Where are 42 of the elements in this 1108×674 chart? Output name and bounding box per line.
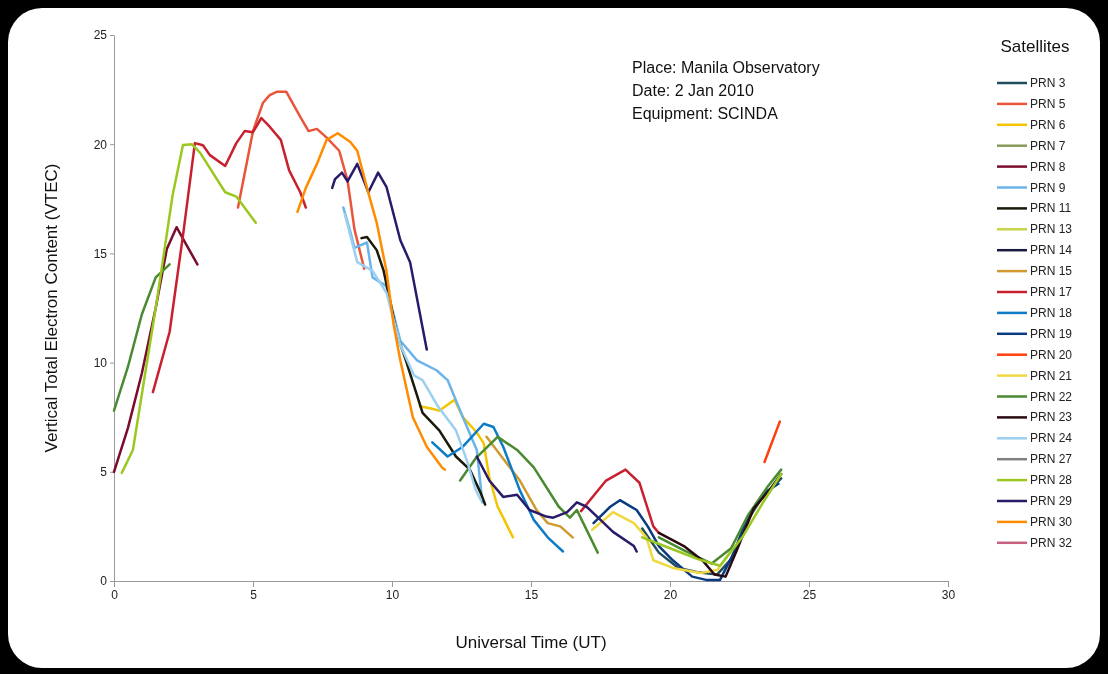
x-tick-label: 5 [250,587,258,602]
x-axis-title: Universal Time (UT) [455,633,607,652]
legend-label: PRN 32 [1030,535,1073,550]
legend-label: PRN 22 [1030,389,1073,404]
legend-label: PRN 30 [1030,514,1073,529]
y-tick-label: 25 [93,28,108,43]
legend-label: PRN 3 [1030,76,1066,90]
legend-label: PRN 8 [1030,159,1066,174]
legend-title: Satellites [1000,37,1070,56]
legend-label: PRN 15 [1030,264,1073,279]
annotation: Date: 2 Jan 2010 [632,82,754,99]
annotation: Equipment: SCINDA [632,105,779,122]
y-tick-label: 0 [100,574,108,589]
y-tick-label: 15 [93,246,108,261]
legend-label: PRN 27 [1030,452,1073,467]
legend-label: PRN 6 [1030,117,1066,132]
y-tick-label: 20 [93,137,108,152]
x-tick-label: 30 [941,587,956,602]
x-tick-label: 0 [111,587,119,602]
legend-label: PRN 20 [1030,347,1073,362]
legend-label: PRN 23 [1030,410,1073,425]
legend-label: PRN 19 [1030,326,1073,341]
legend-label: PRN 21 [1030,368,1073,383]
legend-label: PRN 9 [1030,180,1066,195]
legend-label: PRN 7 [1030,138,1066,153]
legend-label: PRN 5 [1030,96,1066,111]
legend-label: PRN 17 [1030,285,1073,299]
y-tick-label: 10 [93,355,108,370]
y-axis-title: Vertical Total Electron Content (VTEC) [42,163,61,453]
x-tick-label: 10 [385,587,400,602]
legend-label: PRN 24 [1030,431,1073,446]
legend-label: PRN 11 [1030,201,1072,216]
y-tick-label: 5 [100,465,108,480]
annotation: Place: Manila Observatory [632,59,820,76]
legend-label: PRN 14 [1030,243,1073,258]
x-tick-label: 15 [524,587,539,602]
x-tick-label: 25 [802,587,817,602]
legend-label: PRN 28 [1030,473,1073,488]
legend-label: PRN 18 [1030,305,1073,320]
x-tick-label: 20 [663,587,678,602]
legend-label: PRN 29 [1030,494,1073,508]
legend-label: PRN 13 [1030,222,1073,237]
